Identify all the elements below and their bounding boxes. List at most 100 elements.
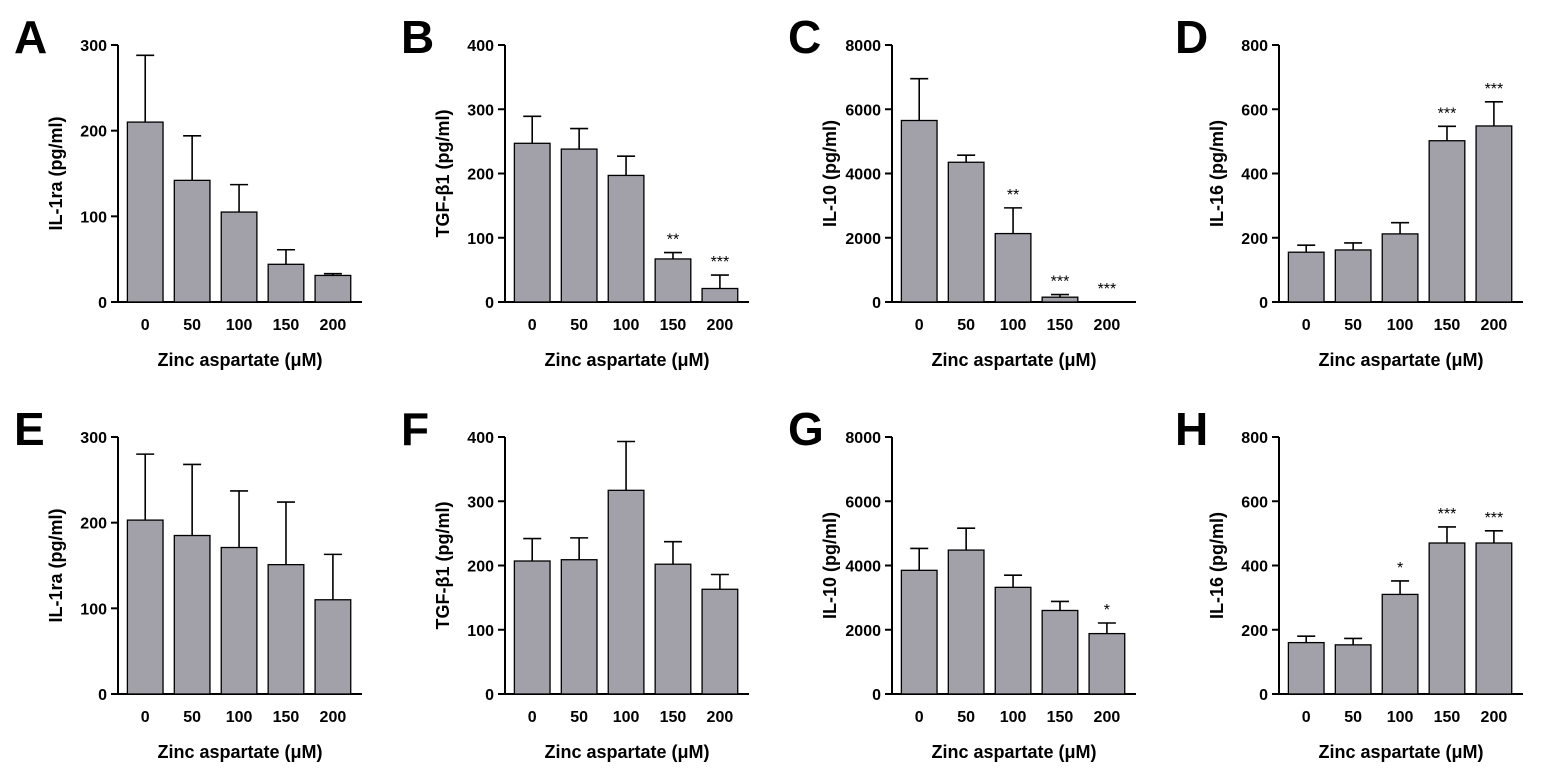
y-tick-label: 2000 [845, 231, 881, 248]
bar-100 [220, 211, 258, 303]
y-axis-title: IL-16 (pg/ml) [1207, 512, 1227, 619]
y-tick-label: 0 [98, 687, 107, 704]
x-tick-label: 50 [183, 709, 201, 726]
x-tick-label: 0 [915, 317, 924, 334]
x-tick-label: 100 [226, 317, 253, 334]
x-axis-title: Zinc aspartate (μM) [544, 350, 709, 370]
significance-label: *** [1438, 506, 1457, 523]
y-tick-label: 300 [80, 430, 107, 447]
significance-label: * [1397, 560, 1403, 577]
x-tick-label: 0 [528, 317, 537, 334]
y-tick-label: 400 [1241, 167, 1268, 184]
bar-150 [267, 563, 305, 695]
x-tick-label: 200 [707, 709, 734, 726]
bar-0 [126, 121, 164, 303]
y-axis-title: IL-10 (pg/ml) [820, 120, 840, 227]
x-axis-title: Zinc aspartate (μM) [1318, 742, 1483, 762]
x-tick-label: 0 [141, 317, 150, 334]
bar-50 [560, 148, 598, 303]
chart-panel-c: C 0 2000 4000 6000 8000 IL-10 (pg/ml) 0 50 ** 100 *… [774, 0, 1161, 392]
x-tick-label: 200 [1481, 317, 1508, 334]
y-tick-label: 800 [1241, 38, 1268, 55]
bar-150 [1428, 140, 1466, 303]
y-tick-label: 8000 [845, 38, 881, 55]
bar-100 [1381, 593, 1419, 695]
x-tick-label: 0 [141, 709, 150, 726]
x-tick-label: 50 [570, 709, 588, 726]
x-tick-label: 50 [957, 317, 975, 334]
y-tick-label: 4000 [845, 167, 881, 184]
x-tick-label: 150 [1434, 709, 1461, 726]
bar-200 [701, 588, 739, 695]
x-tick-label: 100 [226, 709, 253, 726]
chart-svg: 0 2000 4000 6000 8000 IL-10 (pg/ml) 0 50 ** 100 **… [820, 38, 1136, 370]
x-tick-label: 150 [1047, 709, 1074, 726]
significance-label: *** [1485, 81, 1504, 98]
panel-letter: B [401, 11, 435, 63]
x-tick-label: 200 [320, 317, 347, 334]
y-axis-title: TGF-β1 (pg/ml) [433, 502, 453, 630]
bar-0 [900, 119, 938, 303]
y-tick-label: 0 [1259, 295, 1268, 312]
bar-50 [947, 549, 985, 695]
y-tick-label: 400 [467, 38, 494, 55]
y-tick-label: 400 [1241, 559, 1268, 576]
x-tick-label: 50 [1344, 317, 1362, 334]
x-tick-label: 0 [915, 709, 924, 726]
panel-letter: D [1175, 11, 1209, 63]
x-axis-title: Zinc aspartate (μM) [157, 350, 322, 370]
x-tick-label: 0 [528, 709, 537, 726]
y-tick-label: 200 [80, 516, 107, 533]
x-tick-label: 100 [613, 317, 640, 334]
bar-50 [1334, 249, 1372, 303]
significance-label: *** [1098, 281, 1117, 298]
x-tick-label: 150 [1047, 317, 1074, 334]
panel-letter: G [788, 403, 824, 455]
bar-200 [314, 599, 352, 695]
chart-panel-g: G 0 2000 4000 6000 8000 IL-10 (pg/ml) 0 50 100 150… [774, 392, 1161, 784]
y-tick-label: 0 [1259, 687, 1268, 704]
chart-panel-d: D 0 200 400 600 800 IL-16 (pg/ml) 0 50 100 *** 150 *… [1161, 0, 1548, 392]
y-tick-label: 200 [1241, 623, 1268, 640]
bar-0 [900, 569, 938, 695]
y-tick-label: 200 [80, 124, 107, 141]
bar-200 [1088, 632, 1126, 695]
bar-100 [994, 586, 1032, 695]
bar-0 [513, 560, 551, 695]
chart-svg: 0 200 400 600 800 IL-16 (pg/ml) 0 50 100 *** 150 **… [1207, 38, 1523, 370]
x-tick-label: 100 [1000, 709, 1027, 726]
panel-letter: H [1175, 403, 1209, 455]
panel-letter: A [14, 11, 48, 63]
bar-200 [1475, 125, 1513, 303]
x-tick-label: 100 [613, 709, 640, 726]
significance-label: ** [1007, 187, 1019, 204]
y-tick-label: 0 [485, 295, 494, 312]
chart-svg: 0 100 200 300 400 TGF-β1 (pg/ml) 0 50 100 150 200 Z… [433, 430, 749, 762]
x-tick-label: 0 [1302, 317, 1311, 334]
bar-0 [513, 142, 551, 303]
panel-letter: F [401, 403, 430, 455]
x-tick-label: 100 [1387, 709, 1414, 726]
x-tick-label: 200 [1094, 317, 1121, 334]
y-tick-label: 6000 [845, 494, 881, 511]
chart-svg: 0 100 200 300 400 TGF-β1 (pg/ml) 0 50 100 ** 150 **… [433, 38, 749, 370]
y-tick-label: 0 [485, 687, 494, 704]
bar-0 [126, 519, 164, 695]
y-tick-label: 100 [80, 601, 107, 618]
bar-50 [173, 179, 211, 303]
y-tick-label: 300 [467, 494, 494, 511]
x-tick-label: 200 [320, 709, 347, 726]
significance-label: *** [1051, 274, 1070, 291]
y-tick-label: 100 [467, 623, 494, 640]
bar-200 [1475, 542, 1513, 695]
y-axis-title: IL-16 (pg/ml) [1207, 120, 1227, 227]
x-axis-title: Zinc aspartate (μM) [931, 350, 1096, 370]
x-tick-label: 150 [273, 709, 300, 726]
x-tick-label: 50 [1344, 709, 1362, 726]
bar-50 [560, 559, 598, 695]
significance-label: *** [711, 254, 730, 271]
bar-50 [1334, 644, 1372, 695]
chart-svg: 0 2000 4000 6000 8000 IL-10 (pg/ml) 0 50 100 150 *… [820, 430, 1136, 762]
bar-150 [267, 263, 305, 303]
